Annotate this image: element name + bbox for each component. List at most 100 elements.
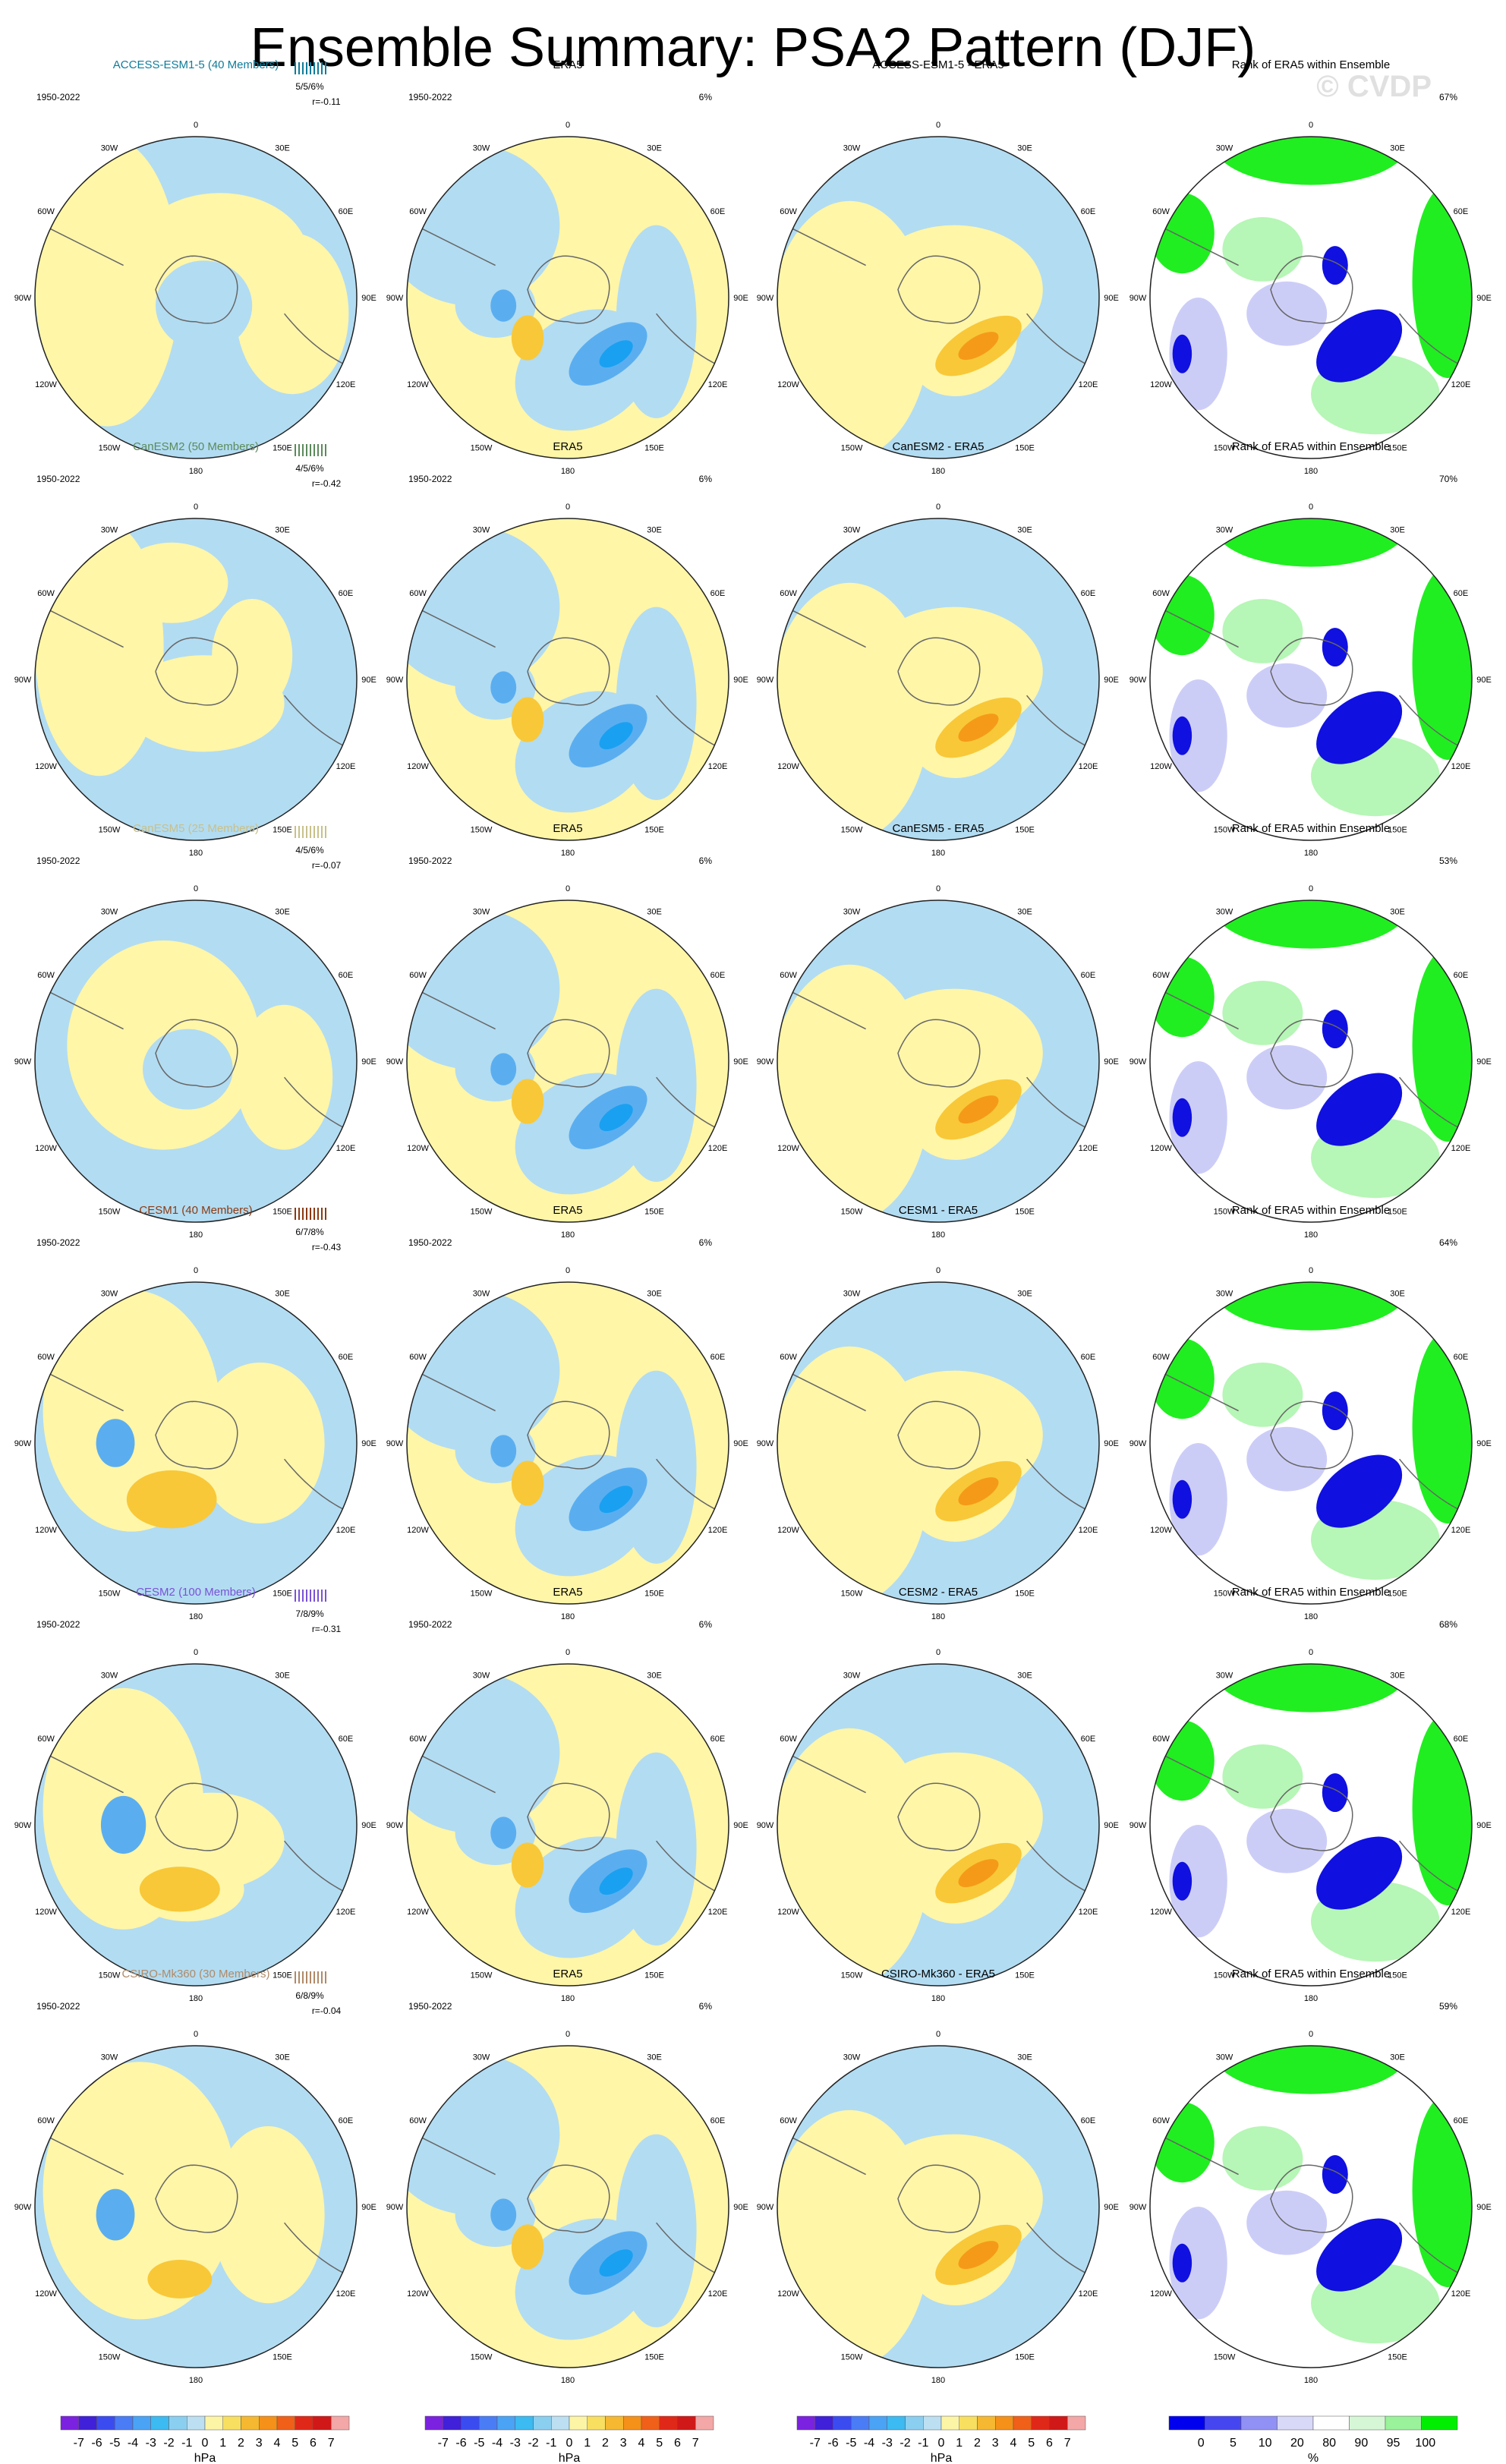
- longitude-label: 90E: [361, 2203, 376, 2212]
- map-panel-diff: 0 30E 60E 90E 120E 150E 180 150W 120W 90W 60W 30W: [757, 2030, 1119, 2385]
- south-america-coastline: [1158, 988, 1239, 1030]
- longitude-label: 30W: [473, 2053, 490, 2062]
- legend-swatch: [851, 2415, 870, 2431]
- member-tick-strip: [295, 444, 326, 456]
- contour-region: [1322, 1391, 1348, 1431]
- map-panel-model: 0 30E 60E 90E 120E 150E 180 150W 120W 90W 60W 30W: [14, 503, 376, 858]
- longitude-label: 150W: [471, 443, 493, 452]
- longitude-label: 0: [936, 1266, 940, 1275]
- pattern-correlation: r=-0.42: [312, 478, 342, 489]
- longitude-label: 90E: [733, 294, 748, 303]
- contour-region: [1412, 2094, 1472, 2288]
- period-label: 1950-2022: [36, 474, 80, 484]
- antarctica-coastline: [527, 2164, 610, 2233]
- member-tick: [306, 444, 307, 456]
- antarctica-coastline: [527, 255, 610, 324]
- longitude-label: 30W: [473, 526, 490, 535]
- legend-tick-label: -7: [438, 2437, 449, 2450]
- map-border: [777, 518, 1100, 841]
- contour-dark-orange: [958, 332, 999, 361]
- longitude-label: 150W: [99, 2352, 121, 2362]
- model-title: CESM1 (40 Members): [139, 1204, 252, 1217]
- contour-orange: [511, 2224, 544, 2270]
- pct-explained: 7/8/9%: [295, 1609, 324, 1619]
- longitude-label: 90W: [14, 1057, 32, 1067]
- longitude-label: 150E: [1015, 2352, 1035, 2362]
- contour-region: [1222, 1744, 1303, 1809]
- legend-tick-label: 0: [202, 2437, 209, 2450]
- contour-region: [1246, 1045, 1328, 1110]
- longitude-label: 30E: [1017, 2053, 1032, 2062]
- longitude-label: 150E: [644, 443, 664, 452]
- contour-region: [1214, 2046, 1408, 2094]
- south-america-coastline: [414, 1369, 496, 1412]
- longitude-label: 90E: [733, 1439, 748, 1448]
- longitude-label: 60E: [1081, 207, 1096, 216]
- longitude-label: 120E: [1079, 1144, 1098, 1153]
- longitude-label: 120E: [1079, 380, 1098, 389]
- contour-region: [1214, 900, 1408, 949]
- member-tick: [325, 1590, 326, 1602]
- map-panel-model: 0 30E 60E 90E 120E 150E 180 150W 120W 90W 60W 30W: [14, 1648, 376, 2003]
- antarctica-coastline: [155, 1782, 238, 1851]
- longitude-label: 120W: [407, 380, 429, 389]
- map-field: [777, 518, 1099, 840]
- antarctica-coastline: [155, 1401, 238, 1470]
- longitude-label: 60W: [1152, 1353, 1170, 1362]
- legend-swatch: [169, 2415, 187, 2431]
- pattern-correlation: r=-0.43: [312, 1242, 342, 1252]
- longitude-label: 120E: [1451, 380, 1471, 389]
- legend-swatch: [587, 2415, 606, 2431]
- legend-swatch: [677, 2415, 696, 2431]
- longitude-label: 60W: [409, 589, 427, 598]
- contour-region: [139, 1867, 220, 1912]
- antarctica-coastline: [1270, 637, 1353, 706]
- contour-region: [599, 1486, 633, 1514]
- map-field: [407, 1664, 729, 1986]
- member-tick: [321, 1208, 323, 1220]
- legend-swatch: [1168, 2415, 1205, 2431]
- longitude-label: 180: [931, 1994, 945, 2003]
- member-tick: [310, 1971, 311, 1983]
- legend-swatch: [496, 2415, 515, 2431]
- map-panel-diff: 0 30E 60E 90E 120E 150E 180 150W 120W 90W 60W 30W: [757, 884, 1119, 1240]
- longitude-label: 120W: [1150, 1526, 1172, 1535]
- legend-tick-label: -5: [474, 2437, 484, 2450]
- map-border: [1149, 1663, 1473, 1987]
- longitude-label: 0: [936, 884, 940, 893]
- longitude-label: 120W: [407, 1144, 429, 1153]
- longitude-label: 60E: [1454, 2116, 1469, 2125]
- map-border: [34, 518, 358, 841]
- longitude-label: 90E: [361, 294, 376, 303]
- member-tick: [313, 826, 315, 838]
- longitude-label: 0: [194, 503, 198, 512]
- map-border: [1149, 518, 1473, 841]
- page-title: Ensemble Summary: PSA2 Pattern (DJF): [250, 17, 1256, 78]
- legend-tick-label: 6: [1046, 2437, 1053, 2450]
- longitude-label: 180: [931, 1230, 945, 1240]
- longitude-label: 30E: [647, 1672, 662, 1681]
- legend-swatch: [424, 2415, 443, 2431]
- legend-swatch: [1421, 2415, 1458, 2431]
- longitude-label: 30W: [1216, 2053, 1233, 2062]
- longitude-label: 0: [1309, 1648, 1313, 1657]
- map-field: [777, 1282, 1099, 1604]
- antarctica-coastline: [155, 255, 238, 324]
- map-field: [407, 900, 729, 1222]
- pct-explained: 5/5/6%: [295, 81, 324, 92]
- legend-swatch: [1067, 2415, 1086, 2431]
- south-america-coastline: [43, 1751, 124, 1794]
- longitude-label: 150E: [644, 2352, 664, 2362]
- legend-swatch: [814, 2415, 833, 2431]
- longitude-label: 150W: [471, 2352, 493, 2362]
- legend-swatch: [1031, 2415, 1050, 2431]
- longitude-label: 120W: [407, 2289, 429, 2299]
- longitude-label: 90E: [1104, 2203, 1119, 2212]
- longitude-label: 30E: [275, 908, 290, 917]
- longitude-label: 90E: [361, 1057, 376, 1067]
- longitude-label: 60E: [1081, 589, 1096, 598]
- longitude-label: 30E: [1017, 1290, 1032, 1299]
- longitude-label: 90W: [757, 294, 774, 303]
- legend-tick-label: 5: [1028, 2437, 1035, 2450]
- longitude-label: 0: [1309, 121, 1313, 130]
